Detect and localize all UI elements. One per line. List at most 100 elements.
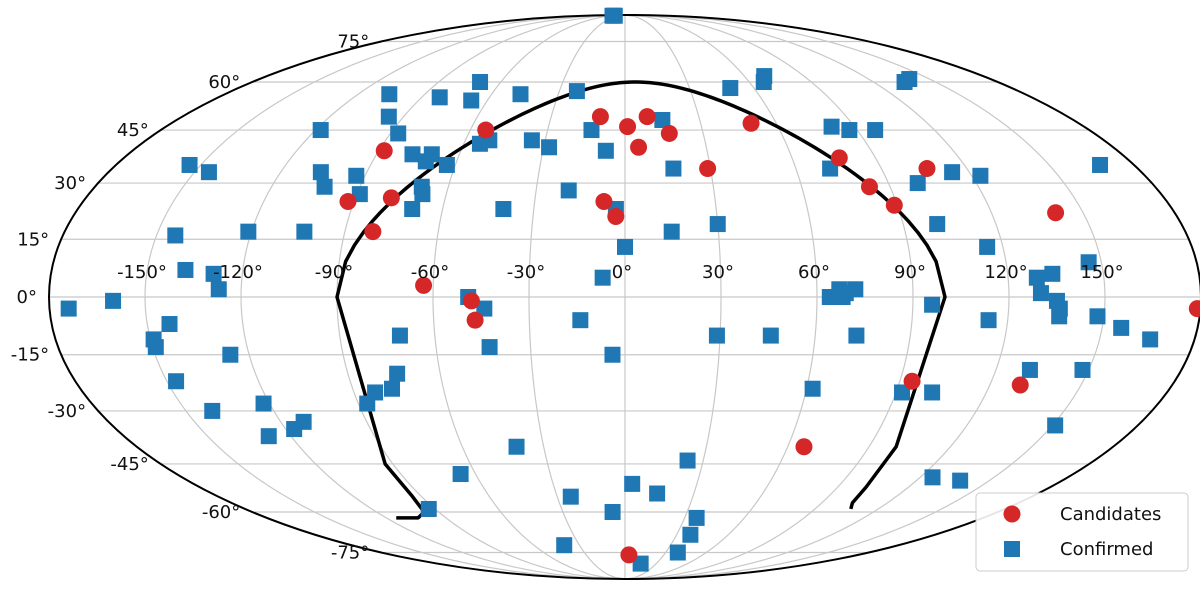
meridian-line [624,14,914,580]
confirmed-point [804,380,821,397]
confirmed-point [848,327,865,344]
confirmed-point [286,421,303,438]
confirmed-point [105,292,122,309]
x-tick-label: -60° [411,262,449,283]
confirmed-point [594,269,611,286]
confirmed-point [472,74,489,91]
confirmed-point [979,238,996,255]
confirmed-point [604,346,621,363]
confirmed-point [205,265,222,282]
confirmed-point [452,466,469,483]
meridian-line [624,14,818,580]
legend-confirmed-marker [1004,541,1020,557]
meridian-line [624,14,1106,580]
confirmed-point [161,316,178,333]
confirmed-point [1047,417,1064,434]
confirmed-point [481,339,498,356]
confirmed-point [649,485,666,502]
confirmed-point [404,201,421,218]
candidate-point [903,372,921,390]
candidate-point [795,438,813,456]
confirmed-point [762,327,779,344]
y-tick-label: -30° [48,401,86,422]
confirmed-point [177,261,194,278]
y-tick-label: 0° [17,287,37,308]
x-tick-label: -90° [315,262,353,283]
confirmed-point [909,175,926,192]
data-points [60,7,1200,572]
confirmed-point [431,89,448,106]
candidate-point [364,223,382,241]
confirmed-point [604,503,621,520]
confirmed-point [632,555,649,572]
x-tick-label: 30° [702,262,734,283]
confirmed-point [847,281,864,298]
confirmed-point [414,186,431,203]
x-tick-label: -120° [213,262,263,283]
confirmed-point [389,365,406,382]
confirmed-point [952,472,969,489]
confirmed-point [562,488,579,505]
confirmed-point [391,327,408,344]
legend-candidates-label: Candidates [1060,504,1161,525]
confirmed-point [756,68,773,85]
map-outline [48,14,1200,580]
confirmed-point [316,178,333,195]
confirmed-point [523,132,540,149]
meridian-line [624,14,1010,580]
confirmed-point [688,509,705,526]
candidate-point [619,118,637,136]
confirmed-point [867,122,884,139]
confirmed-point [606,7,623,24]
confirmed-point [572,312,589,329]
confirmed-point [1142,331,1159,348]
candidate-point [595,193,613,211]
candidate-point [830,149,848,167]
meridian-line [624,14,722,580]
confirmed-point [1051,308,1068,325]
candidate-point [382,189,400,207]
confirmed-point [924,469,941,486]
x-tick-label: -30° [507,262,545,283]
confirmed-point [438,156,455,173]
confirmed-point [240,223,257,240]
confirmed-point [383,380,400,397]
confirmed-point [929,216,946,233]
meridian-line [432,14,626,580]
confirmed-point [722,80,739,97]
meridian-line [144,14,626,580]
y-tick-label: 30° [54,173,86,194]
confirmed-point [312,122,329,139]
confirmed-point [359,395,376,412]
confirmed-point [145,331,162,348]
candidate-point [462,292,480,310]
confirmed-point [420,500,437,517]
candidate-point [607,208,625,226]
confirmed-point [260,428,277,445]
confirmed-point [1113,319,1130,336]
confirmed-point [200,164,217,181]
confirmed-point [476,300,493,317]
confirmed-point [351,186,368,203]
confirmed-point [541,139,558,156]
confirmed-point [663,223,680,240]
confirmed-point [60,300,77,317]
confirmed-point [348,167,365,184]
candidate-point [1011,376,1029,394]
y-tick-label: -15° [11,345,49,366]
confirmed-point [1089,308,1106,325]
confirmed-point [568,83,585,100]
confirmed-point [1021,361,1038,378]
confirmed-point [665,160,682,177]
candidate-point [860,178,878,196]
confirmed-point [924,384,941,401]
candidate-point [477,121,495,139]
confirmed-point [709,216,726,233]
confirmed-point [597,142,614,159]
confirmed-point [390,125,407,142]
candidate-point [620,546,638,564]
confirmed-point [654,111,671,128]
confirmed-point [924,296,941,313]
y-tick-label: 15° [17,229,49,250]
